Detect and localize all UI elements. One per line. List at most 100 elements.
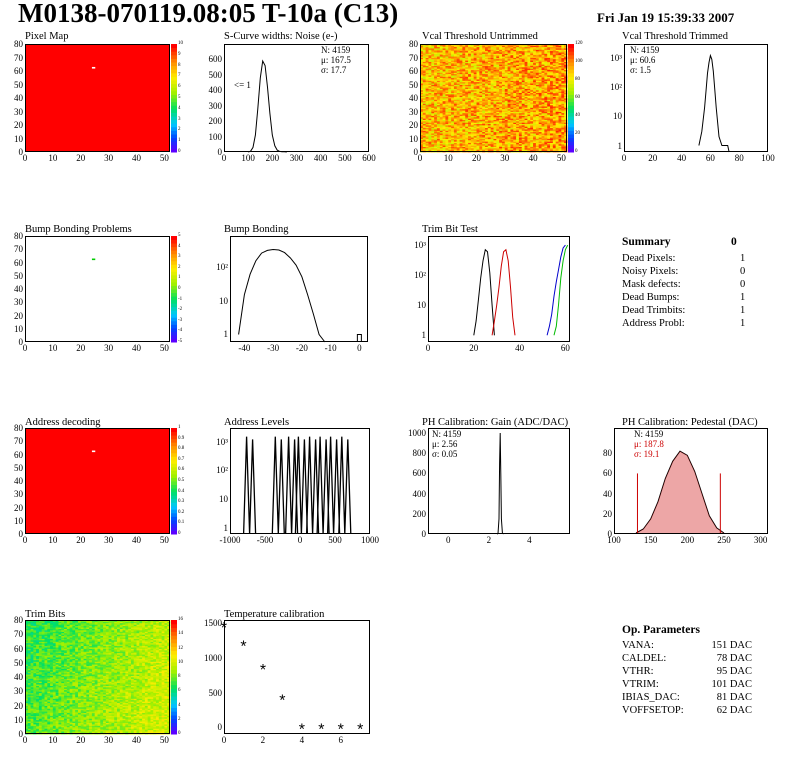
address-levels-x-tick: 0 <box>297 535 303 545</box>
bump-problems-palette-tick: 1 <box>178 275 181 281</box>
trim-bits-x-tick: 50 <box>159 735 169 745</box>
summary-row-label: Dead Pixels: <box>622 253 676 264</box>
vcal-trimmed-x-tick: 100 <box>761 153 775 163</box>
ph-gain-plot <box>496 432 504 535</box>
address-decoding-palette-tick: 0.7 <box>178 456 185 462</box>
op-param-value: 151 DAC <box>711 640 752 651</box>
trim-bit-test-x-tick: 20 <box>469 343 479 353</box>
bump-bonding-x-tick: 0 <box>357 343 362 353</box>
summary-row-label: Address Probl: <box>622 318 685 329</box>
ph-pedestal-y-tick: 80 <box>603 448 612 459</box>
scurve-widths-y-tick: 400 <box>208 85 223 96</box>
address-levels-peak-4 <box>305 436 320 535</box>
scurve-widths-x-tick: 400 <box>313 153 328 163</box>
op-param-label: VANA: <box>622 640 654 651</box>
pixel-map-y-tick: 10 <box>14 133 23 144</box>
vcal-untrimmed-y-tick: 80 <box>409 39 418 49</box>
pixel-map-x-tick: 20 <box>76 153 86 163</box>
bump-bonding-x-tick: -30 <box>267 343 280 353</box>
vcal-untrimmed-plot <box>420 44 568 153</box>
trim-bits-palette-tick: 2 <box>178 716 181 722</box>
ph-pedestal-x-tick: 100 <box>607 535 621 545</box>
temperature-calibration-point-3: * <box>279 692 285 709</box>
address-decoding-palette-tick: 0.1 <box>178 520 185 526</box>
address-decoding-palette <box>171 428 177 535</box>
bump-problems-palette-tick: -5 <box>178 339 183 344</box>
scurve-widths-y-tick: 600 <box>208 54 223 65</box>
temperature-calibration-point-5: * <box>318 721 324 738</box>
address-levels-x-tick: -1000 <box>219 535 241 545</box>
scurve-widths-x-tick: 600 <box>362 153 376 163</box>
vcal-untrimmed-y-tick: 70 <box>409 52 418 63</box>
vcal-untrimmed-palette-tick: 20 <box>575 131 580 136</box>
ph-gain-x-tick: 0 <box>446 535 451 545</box>
trim-bits-cells <box>25 620 171 735</box>
ph-pedestal-title: PH Calibration: Pedestal (DAC) <box>622 417 758 428</box>
temperature-calibration-point-7: * <box>357 721 363 738</box>
trim-bits-y-tick: 30 <box>14 686 23 697</box>
address-decoding-palette-tick: 0.5 <box>178 478 185 483</box>
vcal-untrimmed-palette-tick: 40 <box>575 113 580 118</box>
page-date: Fri Jan 19 15:39:33 2007 <box>597 10 735 25</box>
address-levels-x-tick: -500 <box>256 535 274 545</box>
ph-pedestal-x-tick: 300 <box>753 535 768 545</box>
pixel-map-x-tick: 30 <box>104 153 114 163</box>
address-decoding-y-tick: 40 <box>14 476 23 486</box>
op-param-label: VTHR: <box>622 666 654 677</box>
ph-pedestal-y-tick: 20 <box>603 508 612 519</box>
trim-bit-test-y-tick: 1 <box>421 330 427 341</box>
summary-row-label: Dead Bumps: <box>622 292 680 303</box>
op-param-value: 62 DAC <box>716 705 752 716</box>
trim-bits-y-tick: 80 <box>14 615 23 625</box>
address-decoding-x-tick: 40 <box>132 535 142 545</box>
bump-problems-y-tick: 60 <box>14 257 23 268</box>
scurve-widths-y-tick: 300 <box>208 100 223 111</box>
temperature-calibration-x-tick: 0 <box>221 735 227 745</box>
temperature-calibration-y-tick: 1000 <box>204 653 222 663</box>
temperature-calibration-y-tick: 500 <box>208 687 223 698</box>
bump-problems-title: Bump Bonding Problems <box>25 224 132 235</box>
vcal-trimmed-stat-sigma: σ: 1.5 <box>630 65 651 75</box>
address-decoding-y-tick: 70 <box>14 436 23 447</box>
bump-problems-x-tick: 30 <box>104 343 114 353</box>
temperature-calibration-point-2: * <box>260 662 266 679</box>
address-decoding-y-tick: 20 <box>14 502 23 513</box>
bump-bonding-y-tick: 10² <box>216 261 228 272</box>
bump-bonding-plot <box>238 248 362 343</box>
vcal-trimmed-stat-n: N: 4159 <box>630 45 660 55</box>
ph-pedestal-stat-mean: μ: 187.8 <box>634 439 664 449</box>
trim-bit-test-series-0 <box>473 248 495 336</box>
vcal-untrimmed-palette-tick: 120 <box>575 41 583 46</box>
vcal-untrimmed-y-tick: 20 <box>409 120 418 130</box>
ph-pedestal-frame <box>614 428 768 534</box>
vcal-untrimmed-palette-tick: 100 <box>575 59 583 64</box>
ph-gain-y-tick: 400 <box>412 488 427 499</box>
address-levels-x-tick: 500 <box>328 535 342 545</box>
ph-gain-stat-n: N: 4159 <box>432 429 462 439</box>
address-levels-peak-0 <box>242 436 257 535</box>
vcal-untrimmed-x-tick: 30 <box>500 153 510 163</box>
bump-problems-palette-tick: 3 <box>178 254 181 260</box>
address-decoding-y-tick: 60 <box>14 449 23 460</box>
pixel-map-palette-tick: 0 <box>178 149 181 154</box>
summary-row-value: 1 <box>740 305 746 316</box>
ph-pedestal-y-tick: 60 <box>603 468 612 479</box>
ph-pedestal-y-tick: 0 <box>607 529 613 539</box>
vcal-untrimmed-y-tick: 10 <box>409 133 418 144</box>
bump-problems-plot <box>91 258 96 261</box>
pixel-map-y-tick: 40 <box>14 93 23 103</box>
summary-row-value: 1 <box>740 253 746 264</box>
vcal-trimmed-x-tick: 20 <box>648 153 658 163</box>
vcal-trimmed-title: Vcal Threshold Trimmed <box>622 31 728 42</box>
summary-row-label: Dead Trimbits: <box>622 305 686 316</box>
op-param-label: VOFFSETOP: <box>622 705 684 716</box>
pixel-map-plot <box>25 44 170 152</box>
address-decoding-x-tick: 10 <box>48 535 58 545</box>
bump-problems-palette-tick: -1 <box>178 296 183 302</box>
vcal-trimmed-series-0 <box>698 53 730 153</box>
bump-problems-palette-tick: 2 <box>178 264 181 270</box>
temperature-calibration-point-1: * <box>240 639 246 656</box>
summary-row-label: Mask defects: <box>622 279 681 290</box>
ph-gain-y-tick: 600 <box>412 468 427 479</box>
trim-bit-test-y-tick: 10³ <box>414 240 426 251</box>
